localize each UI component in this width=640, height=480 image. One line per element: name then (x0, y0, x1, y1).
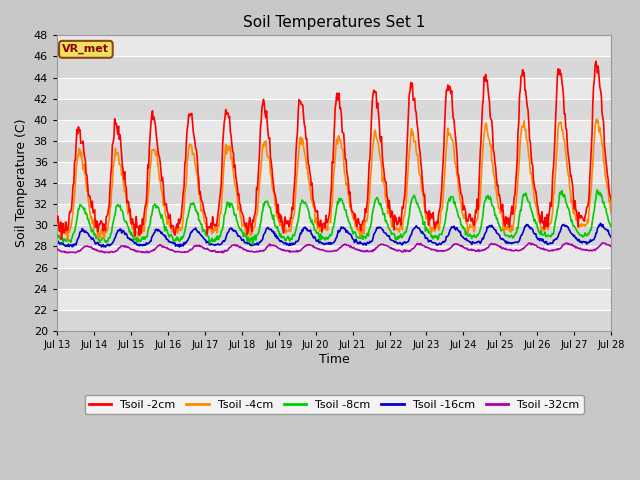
Tsoil -16cm (177, 243, 185, 249)
Bar (57, 162, 611, 183)
Tsoil -8cm (53, 234, 61, 240)
Bar (57, 288, 611, 310)
Legend: Tsoil -2cm, Tsoil -4cm, Tsoil -8cm, Tsoil -16cm, Tsoil -32cm: Tsoil -2cm, Tsoil -4cm, Tsoil -8cm, Tsoi… (84, 395, 584, 414)
Tsoil -8cm (177, 237, 184, 243)
Tsoil -4cm (64, 237, 72, 243)
Bar (57, 204, 611, 225)
Tsoil -16cm (607, 235, 615, 240)
Tsoil -8cm (120, 216, 128, 222)
Tsoil -32cm (53, 246, 61, 252)
Tsoil -16cm (63, 243, 70, 249)
Bar (57, 57, 611, 78)
Tsoil -16cm (596, 220, 604, 226)
Tsoil -32cm (403, 248, 410, 253)
Bar (57, 183, 611, 204)
Line: Tsoil -32cm: Tsoil -32cm (57, 243, 611, 253)
Tsoil -8cm (249, 241, 257, 247)
Tsoil -4cm (177, 227, 185, 233)
Tsoil -8cm (607, 223, 615, 229)
Tsoil -4cm (121, 189, 129, 195)
Tsoil -2cm (58, 236, 65, 242)
Bar (57, 246, 611, 267)
Tsoil -2cm (64, 226, 72, 232)
Tsoil -8cm (205, 240, 213, 246)
Tsoil -8cm (419, 214, 426, 220)
Line: Tsoil -16cm: Tsoil -16cm (57, 223, 611, 247)
Tsoil -32cm (121, 243, 129, 249)
Bar (57, 36, 611, 57)
Tsoil -2cm (177, 215, 185, 221)
Bar (57, 267, 611, 288)
Tsoil -8cm (403, 229, 410, 235)
Line: Tsoil -8cm: Tsoil -8cm (57, 190, 611, 244)
Tsoil -16cm (403, 240, 410, 246)
Tsoil -8cm (593, 187, 601, 193)
Tsoil -32cm (207, 248, 214, 254)
Tsoil -32cm (607, 244, 615, 250)
Tsoil -16cm (419, 229, 426, 235)
Tsoil -4cm (419, 189, 426, 195)
Tsoil -16cm (102, 244, 109, 250)
Tsoil -2cm (419, 178, 426, 184)
Tsoil -32cm (177, 249, 185, 255)
Bar (57, 141, 611, 162)
Tsoil -4cm (607, 211, 615, 217)
Tsoil -2cm (607, 198, 615, 204)
Line: Tsoil -2cm: Tsoil -2cm (57, 61, 611, 239)
Text: VR_met: VR_met (62, 44, 109, 54)
Tsoil -2cm (53, 220, 61, 226)
Tsoil -2cm (207, 224, 214, 230)
Tsoil -32cm (419, 242, 426, 248)
X-axis label: Time: Time (319, 353, 349, 366)
Bar (57, 120, 611, 141)
Tsoil -16cm (121, 231, 129, 237)
Tsoil -32cm (63, 250, 70, 255)
Tsoil -16cm (53, 239, 61, 245)
Y-axis label: Soil Temperature (C): Soil Temperature (C) (15, 119, 28, 247)
Tsoil -4cm (403, 199, 410, 204)
Tsoil -32cm (65, 250, 72, 256)
Line: Tsoil -4cm: Tsoil -4cm (57, 119, 611, 240)
Tsoil -2cm (403, 164, 410, 170)
Tsoil -4cm (63, 230, 70, 236)
Bar (57, 78, 611, 99)
Tsoil -4cm (207, 226, 214, 231)
Bar (57, 225, 611, 246)
Tsoil -4cm (53, 217, 61, 223)
Bar (57, 310, 611, 331)
Title: Soil Temperatures Set 1: Soil Temperatures Set 1 (243, 15, 425, 30)
Tsoil -2cm (121, 169, 129, 175)
Tsoil -4cm (593, 116, 600, 122)
Bar (57, 99, 611, 120)
Tsoil -32cm (599, 240, 607, 246)
Tsoil -16cm (207, 242, 214, 248)
Tsoil -8cm (63, 238, 70, 244)
Tsoil -2cm (592, 59, 600, 64)
